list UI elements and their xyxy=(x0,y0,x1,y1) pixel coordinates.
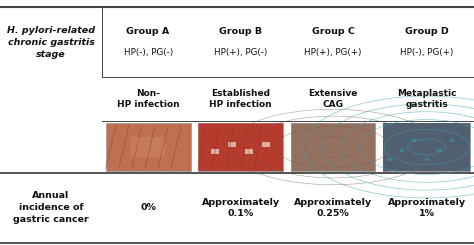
Bar xyxy=(198,123,283,171)
Text: Metaplastic
gastritis: Metaplastic gastritis xyxy=(397,89,456,109)
Text: Approximately
0.25%: Approximately 0.25% xyxy=(294,197,372,218)
Text: HP(+), PG(+): HP(+), PG(+) xyxy=(304,48,362,57)
Bar xyxy=(245,149,253,154)
Text: HP(-), PG(+): HP(-), PG(+) xyxy=(400,48,453,57)
Text: Group A: Group A xyxy=(127,27,170,36)
Bar xyxy=(106,123,191,171)
Text: Group C: Group C xyxy=(311,27,355,36)
Bar xyxy=(291,123,375,171)
Bar xyxy=(262,142,270,147)
Text: H. pylori-related
chronic gastritis
stage: H. pylori-related chronic gastritis stag… xyxy=(7,26,95,59)
Text: Approximately
0.1%: Approximately 0.1% xyxy=(201,197,280,218)
Bar xyxy=(450,139,454,142)
Bar xyxy=(228,142,237,147)
Bar xyxy=(383,123,470,171)
Text: HP(+), PG(-): HP(+), PG(-) xyxy=(214,48,267,57)
Text: 0%: 0% xyxy=(140,203,156,212)
Text: HP(-), PG(-): HP(-), PG(-) xyxy=(124,48,173,57)
Text: Established
HP infection: Established HP infection xyxy=(209,89,272,109)
Text: Group D: Group D xyxy=(405,27,448,36)
Text: Non-
HP infection: Non- HP infection xyxy=(117,89,180,109)
Bar xyxy=(400,149,404,152)
Text: Group B: Group B xyxy=(219,27,262,36)
Bar xyxy=(387,159,392,161)
Bar xyxy=(291,123,375,171)
Text: Extensive
CAG: Extensive CAG xyxy=(308,89,358,109)
Bar xyxy=(412,139,417,142)
Bar xyxy=(131,137,165,157)
Bar xyxy=(437,149,442,152)
Bar xyxy=(425,159,429,161)
Bar xyxy=(211,149,219,154)
Text: Approximately
1%: Approximately 1% xyxy=(388,197,465,218)
Text: Annual
incidence of
gastric cancer: Annual incidence of gastric cancer xyxy=(13,191,89,224)
Bar xyxy=(383,123,470,171)
Bar xyxy=(198,123,283,171)
